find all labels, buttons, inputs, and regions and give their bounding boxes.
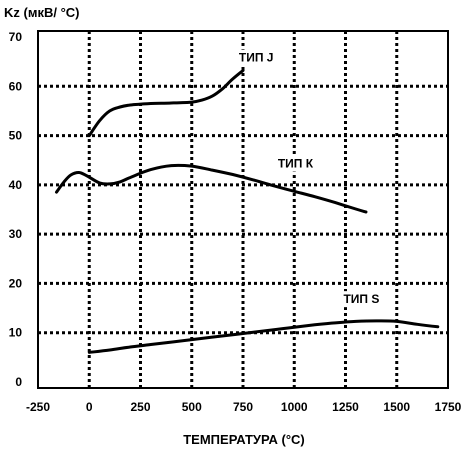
series-2-label: ТИП К	[278, 157, 314, 171]
x-tick-label: 1250	[332, 400, 359, 414]
y-tick-label: 20	[9, 276, 23, 290]
y-tick-label: 10	[9, 326, 23, 340]
y-tick-labels: 0 10 20 30 40 50 60 70	[9, 30, 23, 389]
y-tick-label: 0	[15, 375, 22, 389]
y-axis-label: Kz (мкВ/ °С)	[4, 5, 79, 20]
series-2-label-bg	[275, 155, 316, 172]
y-tick-label: 70	[9, 30, 23, 44]
series-3-label: ТИП S	[343, 292, 379, 306]
x-tick-label: 500	[182, 400, 202, 414]
x-tick-label: 1750	[435, 400, 462, 414]
series-group: ТИП J ТИП К ТИП S	[55, 49, 440, 354]
x-tick-label: -250	[26, 400, 50, 414]
series-1-label: ТИП J	[239, 51, 274, 65]
series-3-line	[87, 319, 440, 354]
series-2-line	[55, 163, 368, 214]
series-3-label-bg	[341, 291, 382, 308]
x-tick-label: 1500	[383, 400, 410, 414]
y-tick-label: 60	[9, 79, 23, 93]
plot-frame	[37, 30, 449, 389]
x-tick-label: 0	[86, 400, 93, 414]
x-tick-label: 1000	[281, 400, 308, 414]
y-tick-label: 50	[9, 129, 23, 143]
x-tick-label: 750	[233, 400, 253, 414]
series-1-label-bg	[236, 49, 277, 66]
x-tick-label: 250	[130, 400, 150, 414]
y-tick-label: 30	[9, 227, 23, 241]
x-axis-label: ТЕМПЕРАТУРА (°С)	[183, 432, 305, 447]
x-tick-labels: -250 0 250 500 750 1000 1250 1500 1750	[26, 400, 462, 414]
series-1-line	[87, 69, 245, 138]
y-tick-label: 40	[9, 178, 23, 192]
